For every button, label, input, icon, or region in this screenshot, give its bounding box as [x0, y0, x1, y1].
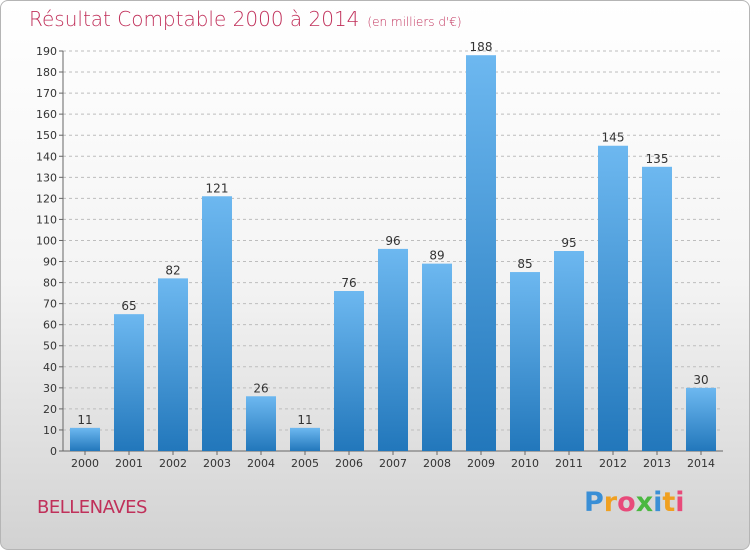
x-tick-label: 2013 [643, 457, 671, 470]
x-tick-label: 2006 [335, 457, 363, 470]
x-tick-label: 2003 [203, 457, 231, 470]
y-tick-label: 20 [43, 403, 57, 416]
data-label: 89 [429, 249, 444, 263]
y-tick-label: 160 [36, 108, 57, 121]
y-tick-label: 110 [36, 213, 57, 226]
logo-letter: r [603, 487, 618, 518]
proxiti-logo: Proxiti [584, 487, 685, 518]
chart-subtitle: (en milliers d'€) [367, 15, 462, 29]
data-label: 82 [165, 263, 180, 277]
x-tick-label: 2011 [555, 457, 583, 470]
logo-letter: P [584, 487, 604, 518]
x-tick-label: 2001 [115, 457, 143, 470]
bar [334, 291, 364, 451]
data-label: 135 [646, 152, 669, 166]
y-tick-label: 100 [36, 234, 57, 247]
y-tick-label: 10 [43, 424, 57, 437]
bar [642, 166, 672, 451]
bar [114, 314, 144, 451]
x-tick-label: 2008 [423, 457, 451, 470]
bar [70, 427, 100, 451]
data-label: 30 [693, 373, 708, 387]
y-tick-label: 40 [43, 361, 57, 374]
bar [290, 427, 320, 451]
logo-letter: i [675, 487, 685, 518]
data-label: 11 [297, 413, 312, 427]
bar [466, 55, 496, 452]
bar [554, 251, 584, 451]
data-label: 145 [602, 131, 625, 145]
data-label: 11 [77, 413, 92, 427]
y-tick-label: 150 [36, 129, 57, 142]
x-tick-label: 2014 [687, 457, 715, 470]
chart-title: Résultat Comptable 2000 à 2014 (en millie… [29, 7, 462, 31]
y-tick-label: 30 [43, 382, 57, 395]
x-tick-label: 2009 [467, 457, 495, 470]
bar [510, 272, 540, 451]
x-tick-label: 2000 [71, 457, 99, 470]
data-label: 26 [253, 381, 268, 395]
bar [202, 196, 232, 451]
bar [378, 248, 408, 451]
x-tick-label: 2002 [159, 457, 187, 470]
y-tick-label: 80 [43, 277, 57, 290]
data-label: 95 [561, 236, 576, 250]
y-tick-label: 90 [43, 256, 57, 269]
y-tick-label: 60 [43, 319, 57, 332]
logo-letter: o [617, 487, 636, 518]
y-tick-label: 180 [36, 66, 57, 79]
commune-name: BELLENAVES [37, 497, 147, 518]
bar [686, 387, 716, 451]
data-label: 96 [385, 234, 400, 248]
labels: 2000 11 2001 65 2002 82 2003 121 2004 26 2005 11 200… [71, 40, 715, 470]
x-tick-label: 2012 [599, 457, 627, 470]
data-label: 76 [341, 276, 356, 290]
y-tick-label: 130 [36, 171, 57, 184]
data-label: 65 [121, 299, 136, 313]
logo-letter: x [635, 487, 654, 518]
chart-title-text: Résultat Comptable 2000 à 2014 [29, 7, 360, 31]
bar [422, 263, 452, 451]
x-tick-label: 2005 [291, 457, 319, 470]
data-label: 85 [517, 257, 532, 271]
y-tick-label: 70 [43, 298, 57, 311]
x-tick-label: 2007 [379, 457, 407, 470]
y-tick-label: 140 [36, 150, 57, 163]
y-tick-label: 170 [36, 87, 57, 100]
bars [70, 55, 716, 452]
bar [598, 145, 628, 451]
logo-letter: i [653, 487, 663, 518]
y-tick-label: 120 [36, 192, 57, 205]
logo-letter: t [662, 487, 676, 518]
x-tick-label: 2004 [247, 457, 275, 470]
bar [246, 396, 276, 451]
bar [158, 278, 188, 451]
x-tick-label: 2010 [511, 457, 539, 470]
y-tick-label: 190 [36, 45, 57, 58]
data-label: 121 [206, 181, 229, 195]
data-label: 188 [470, 40, 493, 54]
y-tick-label: 50 [43, 340, 57, 353]
y-tick-label: 0 [50, 445, 57, 458]
